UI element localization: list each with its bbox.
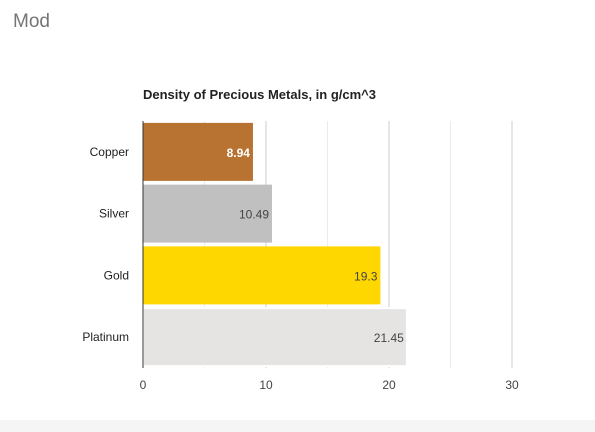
category-labels: Copper Silver Gold Platinum xyxy=(82,145,129,344)
x-tick-label: 30 xyxy=(505,378,519,392)
value-label: 10.49 xyxy=(239,208,269,222)
page-title: Mod xyxy=(13,11,50,32)
bar-platinum xyxy=(142,307,408,368)
x-tick-label: 10 xyxy=(259,378,273,392)
value-labels: 8.94 10.49 19.3 21.45 xyxy=(227,146,405,345)
category-label: Gold xyxy=(104,268,129,282)
density-bar-chart: Density of Precious Metals, in g/cm^3 Co… xyxy=(82,87,519,392)
category-label: Copper xyxy=(90,145,129,159)
footer-band xyxy=(0,420,595,432)
bars xyxy=(142,122,408,368)
x-tick-labels: 0 10 20 30 xyxy=(140,378,519,392)
value-label: 21.45 xyxy=(374,331,404,345)
bar-silver xyxy=(143,184,273,243)
category-label: Silver xyxy=(99,207,129,221)
value-label: 19.3 xyxy=(354,269,378,283)
bar-gold xyxy=(143,246,381,305)
x-tick-label: 0 xyxy=(140,378,147,392)
chart-title: Density of Precious Metals, in g/cm^3 xyxy=(143,87,376,102)
bar-copper xyxy=(143,122,253,181)
x-tick-label: 20 xyxy=(382,378,396,392)
category-label: Platinum xyxy=(82,330,129,344)
value-label: 8.94 xyxy=(227,146,251,160)
